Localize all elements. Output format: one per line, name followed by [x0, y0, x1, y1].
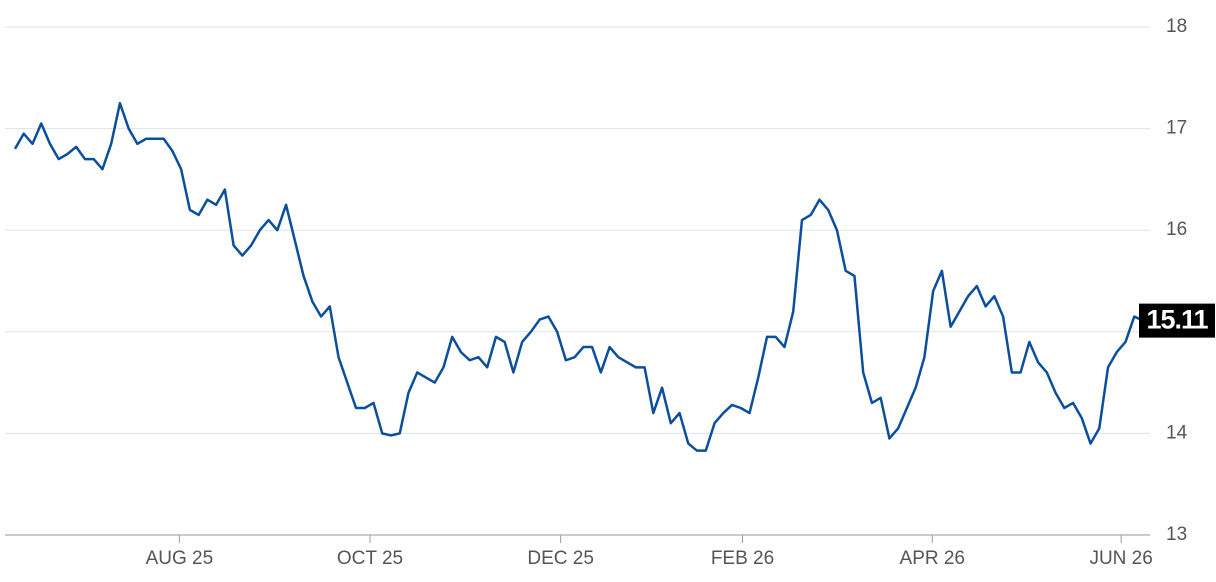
y-tick-label: 18 — [1166, 16, 1187, 37]
y-tick-label: 16 — [1166, 219, 1187, 240]
y-tick-label: 14 — [1166, 422, 1188, 443]
x-tick-label: JUN 26 — [1089, 548, 1152, 569]
x-tick-label: OCT 25 — [337, 548, 403, 569]
x-tick-label: AUG 25 — [146, 548, 214, 569]
x-tick-label: FEB 26 — [711, 548, 774, 569]
price-line — [13, 101, 1144, 452]
y-tick-label: 17 — [1166, 118, 1187, 139]
x-tick-label: DEC 25 — [527, 548, 594, 569]
y-tick-label: 13 — [1166, 524, 1187, 545]
last-value-badge — [1139, 303, 1215, 338]
x-tick-label: APR 26 — [900, 548, 965, 569]
last-value-label: 15.11 — [1146, 305, 1208, 335]
